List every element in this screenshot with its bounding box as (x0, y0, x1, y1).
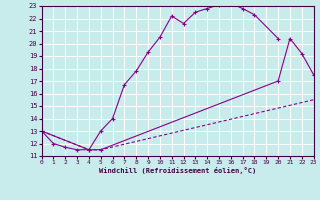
X-axis label: Windchill (Refroidissement éolien,°C): Windchill (Refroidissement éolien,°C) (99, 167, 256, 174)
